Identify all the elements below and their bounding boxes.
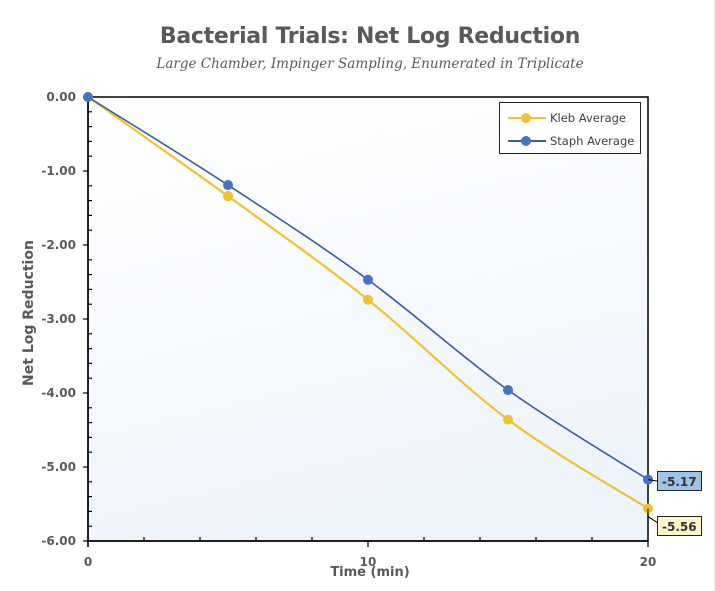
- data-label-staph-end: -5.17: [657, 471, 702, 491]
- data-point[interactable]: [83, 92, 93, 102]
- x-tick-label: 10: [360, 555, 377, 569]
- x-tick-label: 20: [640, 555, 657, 569]
- legend: Kleb Average Staph Average: [499, 102, 641, 154]
- plot-background: [87, 96, 649, 542]
- staph-marker-icon: [508, 134, 546, 148]
- legend-label-kleb: Kleb Average: [550, 111, 626, 125]
- data-point[interactable]: [363, 274, 373, 285]
- chart-title: Bacterial Trials: Net Log Reduction: [159, 24, 581, 49]
- y-tick-label: -2.00: [41, 238, 76, 252]
- y-axis-title: Net Log Reduction: [21, 240, 37, 386]
- y-tick-label: -1.00: [41, 164, 76, 178]
- x-axis-title: Time (min): [330, 565, 410, 580]
- legend-item-kleb[interactable]: Kleb Average: [508, 109, 626, 127]
- x-axis: 0 10 20: [84, 537, 657, 569]
- data-point[interactable]: [363, 294, 373, 305]
- chart-subtitle: Large Chamber, Impinger Sampling, Enumer…: [156, 56, 584, 72]
- data-label-kleb-end: -5.56: [657, 516, 702, 536]
- data-point[interactable]: [503, 385, 513, 396]
- y-tick-label: -3.00: [41, 312, 76, 326]
- x-tick-label: 0: [84, 555, 92, 569]
- y-tick-label: -6.00: [41, 534, 76, 548]
- y-axis: 0.00 -1.00 -2.00 -3.00 -4.00 -5.00 -6.00: [41, 90, 92, 548]
- data-point[interactable]: [223, 191, 233, 202]
- y-tick-label: -5.00: [41, 460, 76, 474]
- legend-label-staph: Staph Average: [550, 134, 635, 148]
- kleb-marker-icon: [508, 111, 546, 125]
- data-point[interactable]: [223, 180, 233, 191]
- y-tick-label: 0.00: [46, 90, 76, 104]
- data-point[interactable]: [503, 414, 513, 425]
- series-staph-average: [83, 92, 653, 485]
- legend-item-staph[interactable]: Staph Average: [508, 132, 634, 150]
- y-tick-label: -4.00: [41, 386, 76, 400]
- series-layer: [83, 92, 658, 523]
